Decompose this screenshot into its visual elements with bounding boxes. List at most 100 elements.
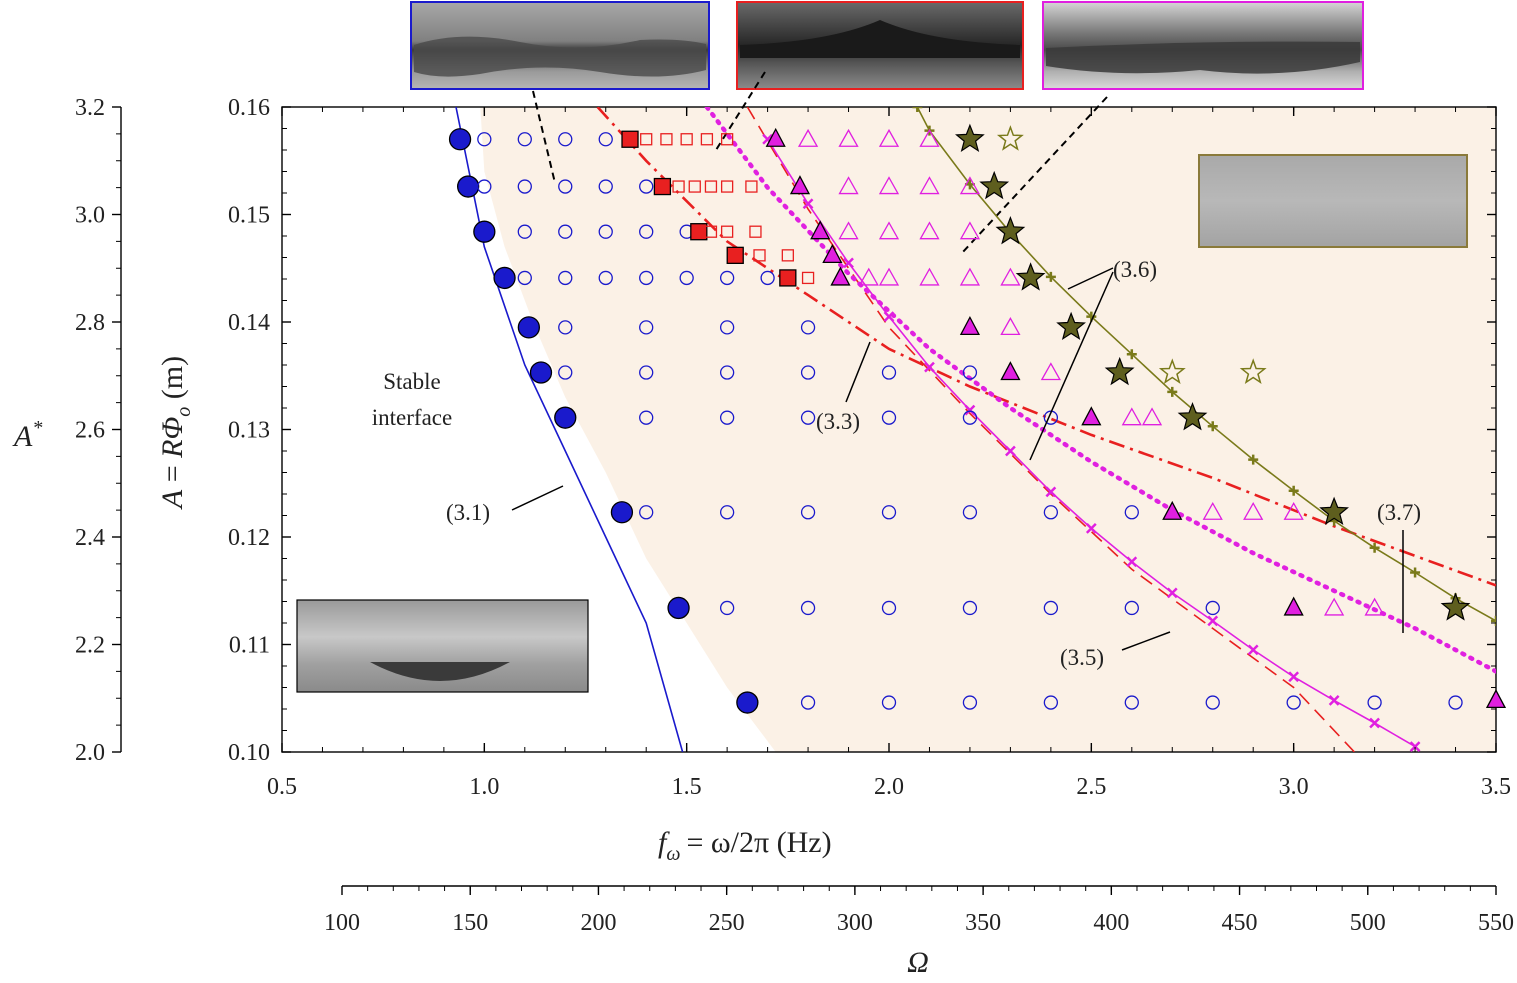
data-point-open-circle [962,600,978,616]
marker-layer [448,123,1507,714]
data-point-triangle-open [1202,501,1223,520]
data-point-stable-boundary [667,596,690,620]
inset-photo-stable [296,599,589,693]
annotation-eq33: (3.3) [816,409,860,434]
data-point-open-circle [719,410,735,425]
data-point-star-filled [1104,356,1135,386]
x-tick-label: 2.5 [1076,774,1106,800]
data-point-star-filled [1319,496,1349,525]
annotation-eq35: (3.5) [1060,645,1104,670]
data-point-open-circle [598,179,613,194]
annotation-eq31: (3.1) [446,500,490,525]
data-point-open-circle [719,600,735,616]
data-point-stable-boundary [517,316,540,339]
data-point-open-circle [1286,695,1301,710]
data-point-square-open [720,180,734,193]
y-tick-label: 0.10 [228,740,270,766]
data-point-star-filled [955,123,985,152]
data-point-open-circle [558,224,573,239]
data-point-open-circle [881,695,897,710]
x-axis-title: fω = ω/2π (Hz) [658,826,832,865]
axes-layer: 0.5 1.0 1.5 2.0 2.5 3.0 3.5 0.10 0.11 0.12 0.13 0.1… [75,95,1514,936]
curve-plus-marker [1491,615,1496,626]
y-tick-label: 0.11 [229,633,270,659]
data-point-open-circle [1043,695,1059,710]
data-point-open-circle [800,695,816,710]
data-point-stable-boundary [473,220,496,243]
data-point-open-circle [558,179,573,194]
data-point-open-circle [1124,505,1139,520]
data-point-open-circle [962,365,978,380]
data-point-star-filled [995,216,1026,245]
data-point-square-filled [621,130,639,148]
data-point-triangle-open [1243,501,1264,520]
data-point-open-circle [760,270,775,286]
data-point-open-circle [962,695,978,710]
curve-cross-marker [1207,615,1219,627]
curve-cross-marker [1005,445,1016,457]
left-axis-tick-label: 2.4 [75,525,105,551]
curve-plus-marker [1410,567,1421,578]
y-tick-label: 0.16 [228,95,270,121]
curve-cross-marker [843,257,854,269]
data-point-open-circle [477,179,492,194]
data-point-open-circle [477,132,492,147]
data-point-square-open [700,133,714,146]
curve-3-1 [455,107,684,752]
data-point-triangle-filled [1000,361,1021,381]
data-point-open-circle [800,320,816,335]
data-point-square-open [753,249,766,262]
data-point-star-filled [1056,311,1086,341]
curve-cross-marker [1166,587,1178,599]
left-axis-tick-label: 2.0 [75,740,105,766]
data-point-square-open [745,180,758,193]
data-point-star-filled [1440,592,1471,621]
x-tick-label: 3.0 [1279,774,1309,800]
annotation-leader [845,341,871,403]
data-point-open-circle [558,320,573,335]
y-axis-title: A = RΦo (m) [156,356,195,510]
annotation-stable-interface: interface [372,405,452,430]
data-point-square-open [801,271,815,285]
data-point-triangle-filled [810,220,831,240]
data-point-square-open [749,225,762,238]
data-point-triangle-filled [959,315,981,336]
curve-cross-marker [1085,523,1097,534]
data-point-triangle-filled [1162,500,1183,520]
data-point-square-open [781,249,794,262]
data-point-open-circle [639,505,654,520]
left-axis-tick-label: 2.2 [75,633,105,659]
x-tick-label: 2.0 [874,774,904,800]
bottom-axis-tick-label: 100 [324,910,360,936]
data-point-star-open [1239,358,1267,384]
annotation-eq37: (3.7) [1377,500,1421,525]
data-point-triangle-open [1283,501,1304,520]
y-tick-label: 0.14 [228,310,270,336]
data-point-open-circle [558,365,573,380]
bottom-axis-tick-label: 500 [1350,910,1386,936]
curve-plus-marker [1288,485,1299,496]
data-point-triangle-filled [1485,689,1507,709]
data-point-triangle-filled [830,266,851,286]
data-point-square-filled [726,246,744,265]
curve-cross-marker [1328,695,1340,706]
data-point-star-open [996,125,1024,151]
data-point-open-circle [800,505,816,520]
data-point-open-circle [1205,600,1220,616]
data-point-stable-boundary [610,501,634,524]
y-tick-label: 0.12 [228,525,270,551]
x-tick-label: 0.5 [267,774,297,800]
data-point-star-filled [1177,402,1208,431]
curve-plus-marker [1248,454,1259,465]
curve-cross-marker [802,198,814,210]
data-point-triangle-open [959,267,981,286]
data-point-star-filled [1015,262,1046,291]
data-point-triangle-filled [765,127,786,147]
left-axis-title: A* [12,417,42,453]
data-point-square-filled [653,177,672,196]
data-point-open-circle [1124,695,1139,710]
data-point-open-circle [517,270,532,286]
data-point-triangle-open [1121,407,1142,426]
data-point-open-circle [881,365,897,380]
